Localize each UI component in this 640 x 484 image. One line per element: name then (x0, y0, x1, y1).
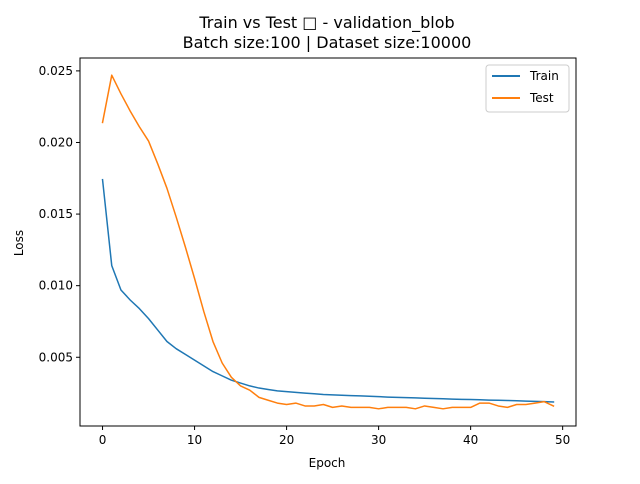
y-axis-label: Loss (12, 230, 26, 256)
y-tick-label: 0.005 (39, 350, 73, 364)
x-axis-ticks: 0 10 20 30 40 50 (99, 426, 570, 447)
x-tick-label: 0 (99, 433, 107, 447)
chart-title: Train vs Test □ - validation_blob (198, 13, 454, 33)
series-line-test (101, 74, 555, 410)
series-line-train (101, 178, 555, 403)
legend-label-train: Train (529, 69, 559, 83)
y-tick-label: 0.015 (39, 207, 73, 221)
plot-frame (79, 57, 577, 427)
legend-label-test: Test (529, 91, 554, 105)
series-layer (101, 74, 555, 410)
plot-area (80, 58, 576, 426)
y-tick-label: 0.025 (39, 64, 73, 78)
y-tick-label: 0.020 (39, 135, 73, 149)
x-tick-label: 10 (187, 433, 202, 447)
x-tick-label: 30 (371, 433, 386, 447)
x-tick-label: 50 (555, 433, 570, 447)
x-axis-label: Epoch (309, 456, 346, 470)
x-tick-label: 20 (279, 433, 294, 447)
chart-subtitle: Batch size:100 | Dataset size:10000 (183, 33, 472, 52)
legend: Train Test (485, 64, 570, 113)
y-tick-label: 0.010 (39, 279, 73, 293)
y-axis-ticks: 0.005 0.010 0.015 0.020 0.025 (39, 64, 80, 364)
x-tick-label: 40 (463, 433, 478, 447)
